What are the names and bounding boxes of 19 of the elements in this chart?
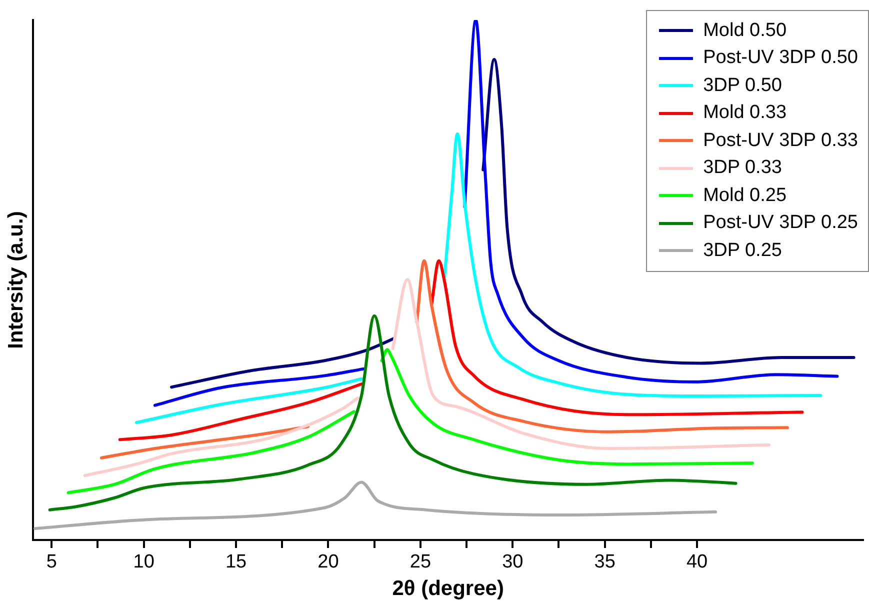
legend-label: Post-UV 3DP 0.25 [703, 212, 858, 234]
x-tick-label: 15 [225, 552, 247, 573]
legend-label: 3DP 0.50 [703, 74, 782, 97]
legend-label: 3DP 0.25 [703, 240, 782, 262]
x-tick-label: 40 [686, 552, 708, 573]
x-axis-title: 2θ (degree) [392, 577, 504, 600]
legend-label: Mold 0.25 [703, 184, 787, 207]
legend-label: 3DP 0.33 [703, 157, 782, 180]
legend-label: Post-UV 3DP 0.33 [703, 130, 858, 152]
x-tick-label: 25 [410, 552, 432, 573]
legend-label: Mold 0.50 [703, 20, 787, 42]
legend-label: Post-UV 3DP 0.50 [703, 47, 858, 70]
x-tick-label: 5 [46, 552, 57, 573]
x-tick-label: 10 [133, 552, 154, 573]
y-axis-title: Intersity (a.u.) [4, 211, 28, 349]
x-tick-label: 20 [318, 552, 339, 573]
x-tick-label: 30 [502, 552, 524, 573]
legend-label: Mold 0.33 [703, 102, 787, 124]
x-tick-label: 35 [594, 552, 616, 573]
